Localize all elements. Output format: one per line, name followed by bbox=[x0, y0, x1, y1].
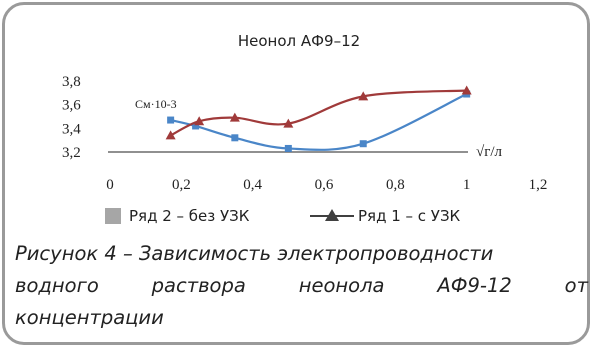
y-tick-label: 3,6 bbox=[62, 98, 81, 114]
series-point-square bbox=[284, 144, 292, 152]
caption-word: раствора bbox=[151, 274, 246, 297]
chart-legend: Ряд 2 – без УЗК Ряд 1 – с УЗК bbox=[0, 204, 598, 228]
caption-word: неонола bbox=[298, 274, 385, 297]
series-line-1 bbox=[170, 93, 468, 151]
series-point-triangle bbox=[194, 116, 205, 126]
caption-word: водного bbox=[15, 274, 99, 297]
y-tick-label: 3,2 bbox=[62, 145, 81, 161]
y-tick-label: 3,8 bbox=[62, 74, 81, 90]
x-tick-label: 1 bbox=[463, 177, 471, 193]
series-point-square bbox=[167, 116, 175, 124]
series-point-triangle bbox=[358, 91, 369, 101]
y-axis-unit-label: См·10-3 bbox=[135, 97, 177, 111]
series-point-triangle bbox=[165, 130, 176, 140]
legend-label-series2: Ряд 2 – без УЗК bbox=[129, 207, 250, 225]
series-point-square bbox=[192, 122, 200, 130]
legend-label-series1: Ряд 1 – с УЗК bbox=[358, 207, 461, 225]
x-tick-label: 0,2 bbox=[172, 177, 191, 193]
caption-word: АФ9-12 bbox=[437, 274, 512, 297]
series-line-2 bbox=[170, 89, 467, 137]
x-tick-label: 0,4 bbox=[243, 177, 262, 193]
legend-item-series1: Ряд 1 – с УЗК bbox=[310, 204, 460, 228]
series-point-triangle bbox=[283, 118, 294, 128]
x-tick-label: 0,6 bbox=[315, 177, 334, 193]
x-axis-unit-label: √г/л bbox=[476, 144, 503, 160]
x-tick-label: 1,2 bbox=[529, 177, 548, 193]
figure-caption: Рисунок 4 – Зависимость электропроводнос… bbox=[15, 238, 588, 334]
caption-line-3: концентрации bbox=[15, 306, 164, 329]
caption-line-1: Рисунок 4 – Зависимость электропроводнос… bbox=[15, 242, 494, 265]
x-tick-label: 0,8 bbox=[386, 177, 405, 193]
series-point-triangle bbox=[229, 112, 240, 122]
series-point-square bbox=[359, 140, 367, 148]
legend-square-marker-icon bbox=[105, 208, 121, 224]
x-tick-label: 0 bbox=[106, 177, 114, 193]
figure-card bbox=[2, 2, 590, 345]
legend-item-series2: Ряд 2 – без УЗК bbox=[105, 204, 249, 228]
series-point-square bbox=[231, 134, 239, 142]
caption-line-2: водного раствора неонола АФ9-12 от bbox=[15, 270, 588, 302]
chart-title: Неонол АФ9–12 bbox=[237, 32, 361, 50]
caption-word: от bbox=[564, 274, 588, 297]
series-point-triangle bbox=[461, 85, 472, 95]
legend-triangle-line-icon bbox=[310, 206, 354, 226]
y-tick-label: 3,4 bbox=[62, 121, 81, 137]
